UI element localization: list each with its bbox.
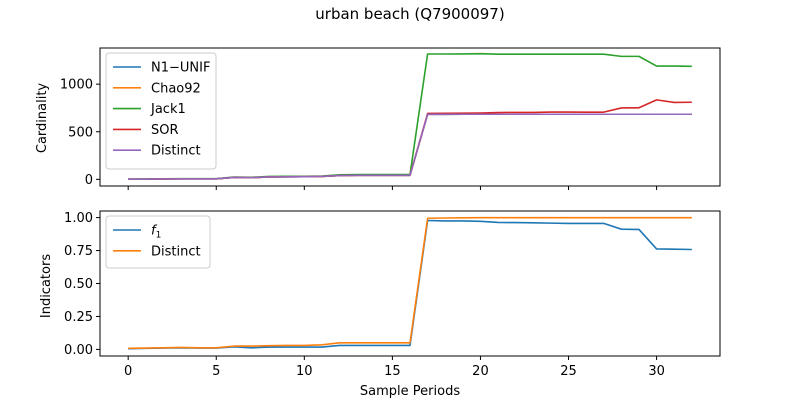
axes-frame: [99, 210, 721, 357]
legend-box: [105, 52, 217, 170]
y-tick-label: 0: [85, 173, 93, 188]
y-tick-label: 500: [68, 125, 93, 140]
legend-label: Distinct: [151, 144, 201, 159]
y-tick-label: 0.75: [64, 244, 93, 259]
y-tick-label: 1000: [60, 78, 93, 93]
legend-label: Distinct: [151, 244, 201, 259]
axes-frame: [99, 47, 721, 187]
legend-label: f1: [151, 224, 161, 241]
x-tick-label: 30: [648, 364, 665, 379]
indicators-panel: 0 5 10 15 20 25 30 0.00 0.25 0.50 0.75 1.00 Indicato…: [39, 210, 721, 399]
figure-title: urban beach (Q7900097): [315, 5, 504, 23]
x-tick-label: 25: [560, 364, 577, 379]
y-tick-label: 0.25: [64, 310, 93, 325]
legend-label: Jack1: [150, 102, 186, 117]
cardinality-panel: 0 500 1000 Cardinality N1−UNIF Chao92 Jack1 SOR…: [35, 47, 721, 190]
y-tick-label: 0.00: [64, 343, 93, 358]
x-tick-label: 20: [472, 364, 489, 379]
legend-label: Chao92: [151, 81, 201, 96]
x-tick-label: 0: [124, 364, 132, 379]
series-line: [128, 219, 692, 350]
series-line: [128, 113, 692, 180]
legend-box: [105, 215, 211, 269]
x-tick-label: 5: [212, 364, 220, 379]
y-tick-label: 0.50: [64, 277, 93, 292]
legend-label: SOR: [151, 123, 179, 138]
y-axis-label: Cardinality: [35, 83, 50, 154]
y-axis-label: Indicators: [39, 254, 54, 318]
legend-label: N1−UNIF: [151, 61, 210, 76]
x-axis-label: Sample Periods: [360, 384, 460, 399]
series-line: [128, 216, 692, 350]
y-tick-label: 1.00: [64, 211, 93, 226]
x-tick-label: 15: [384, 364, 401, 379]
x-tick-label: 10: [296, 364, 313, 379]
